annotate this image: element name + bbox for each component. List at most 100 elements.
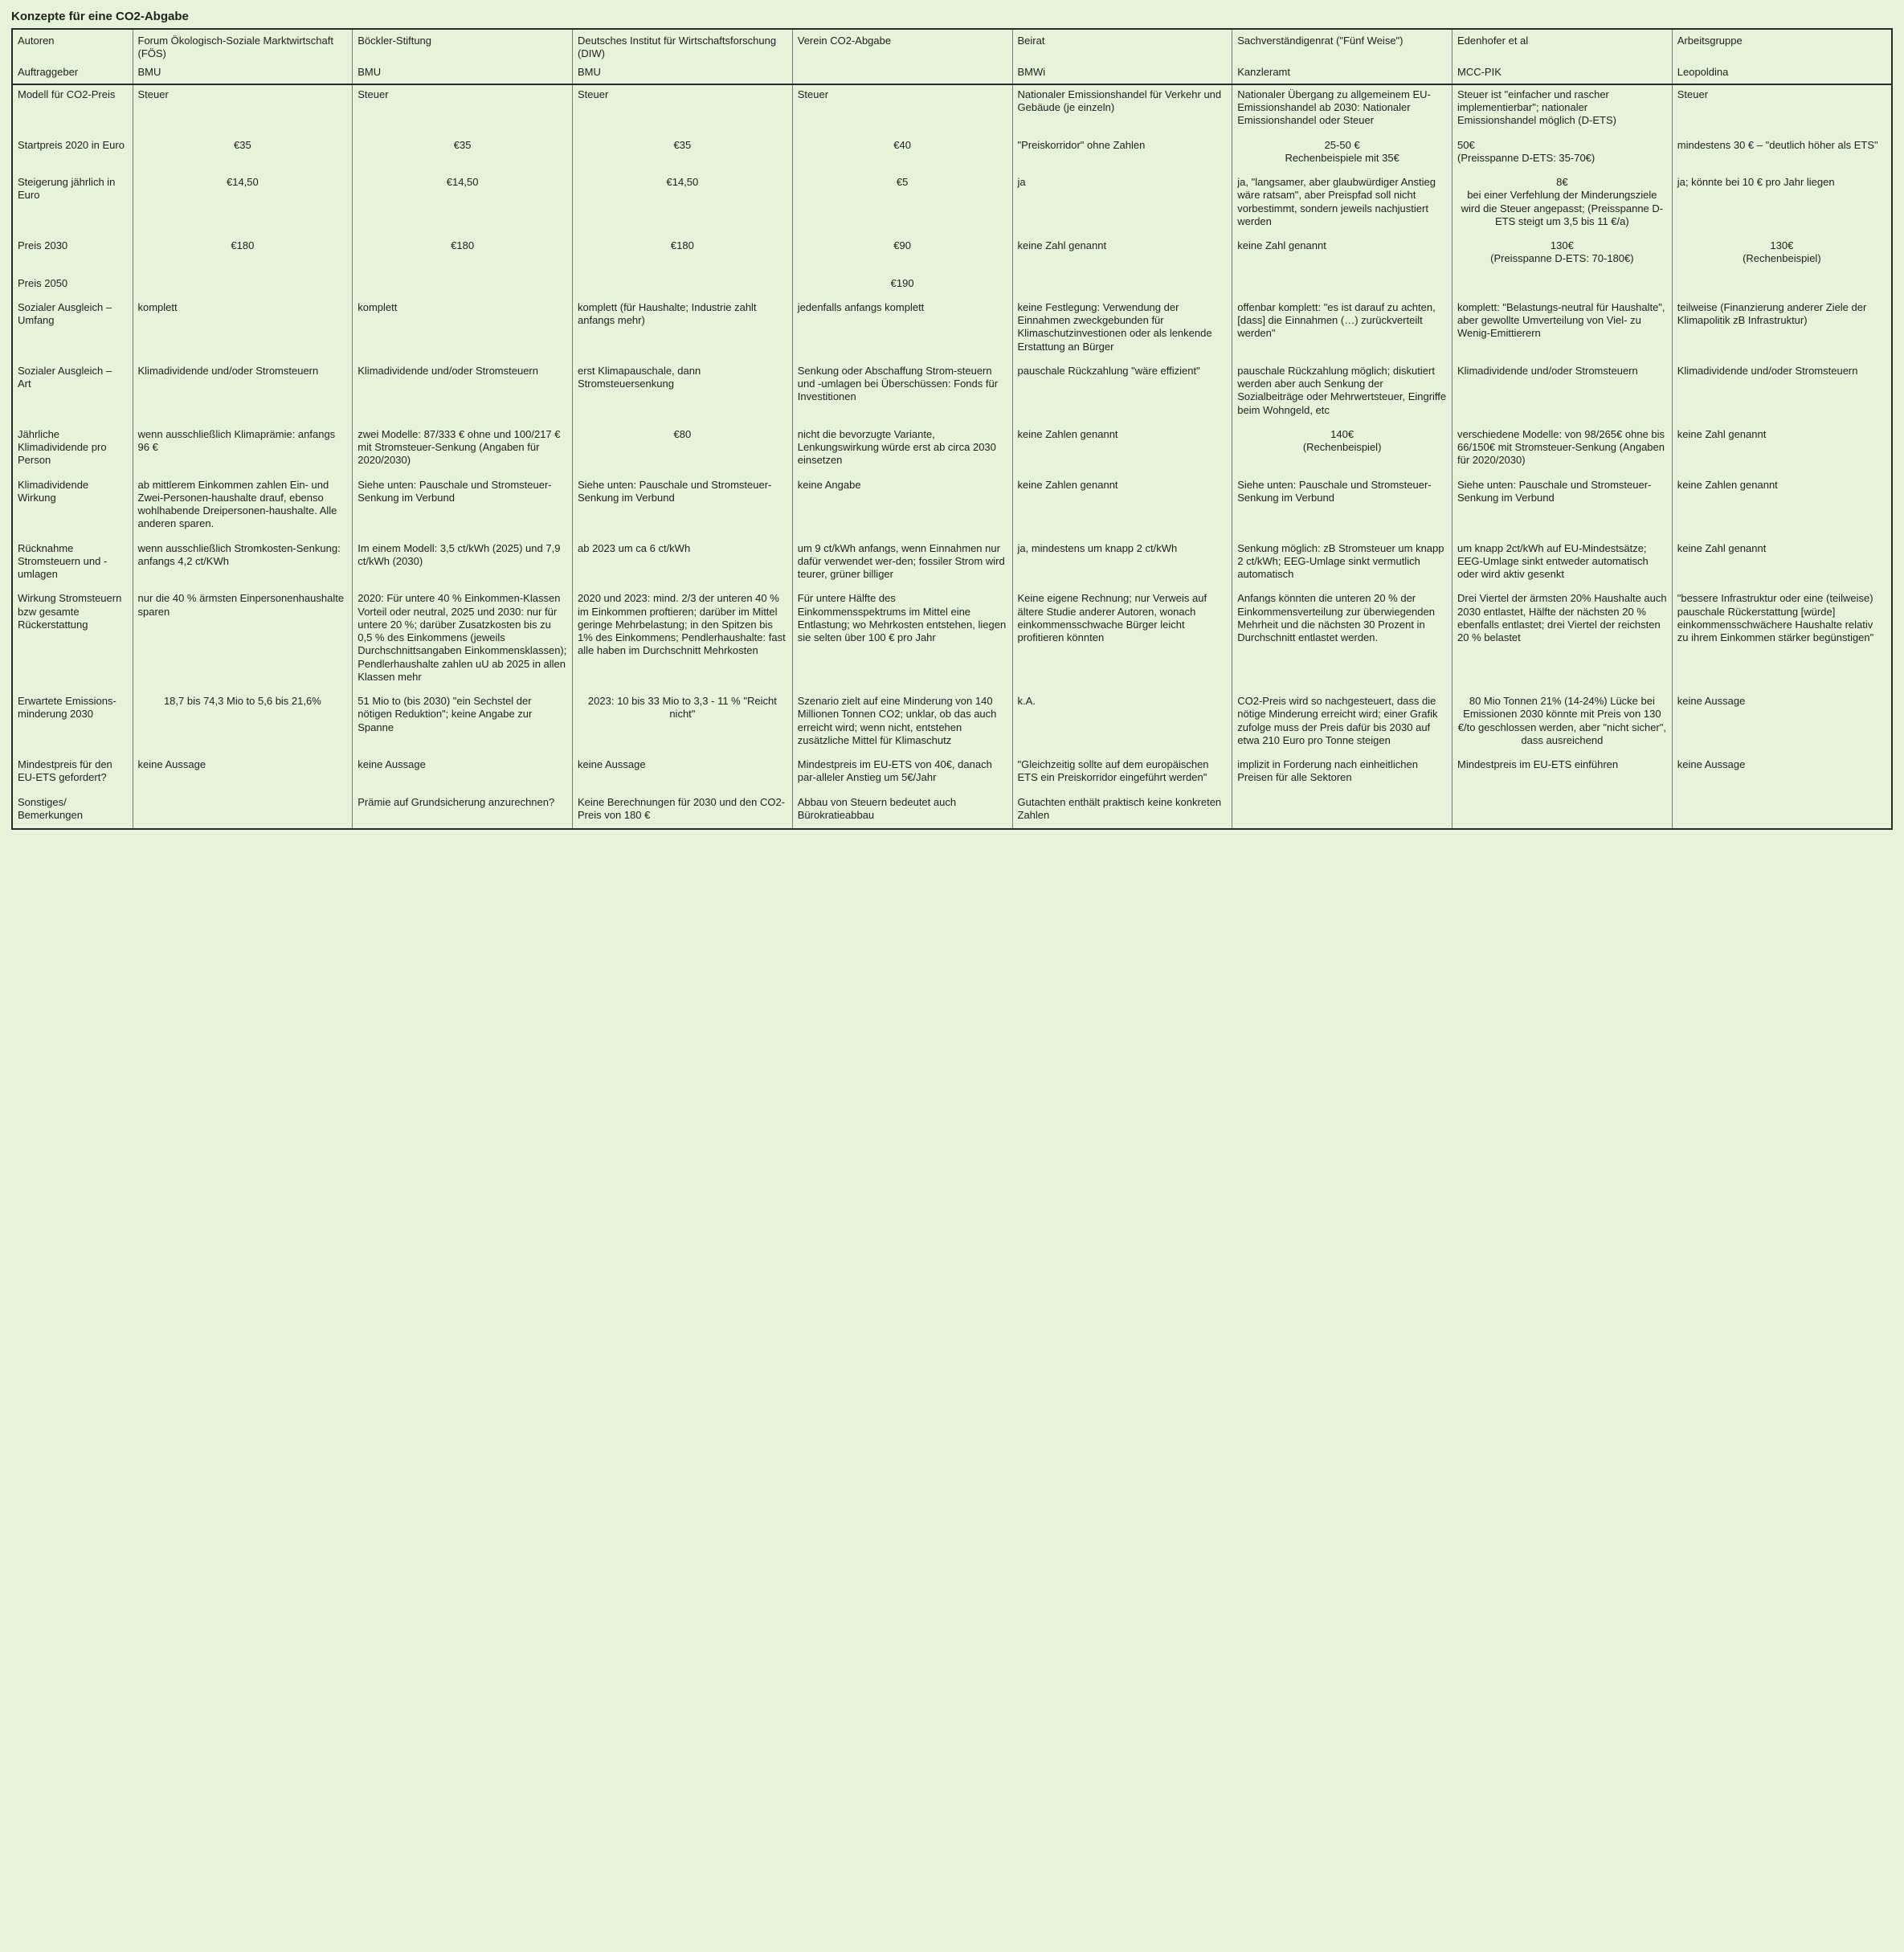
- table-cell: keine Aussage: [573, 755, 793, 793]
- table-cell: [133, 274, 353, 298]
- table-cell: Steuer: [353, 84, 573, 136]
- page-title: Konzepte für eine CO2-Abgabe: [11, 10, 1893, 23]
- table-cell: [1012, 274, 1232, 298]
- row-label: Steigerung jährlich in Euro: [12, 173, 133, 236]
- table-cell: keine Aussage: [133, 755, 353, 793]
- col-header-autor-4: Beirat: [1012, 29, 1232, 63]
- table-cell: Für untere Hälfte des Einkommensspektrum…: [792, 589, 1012, 692]
- table-cell: [1672, 793, 1892, 830]
- table-cell: pauschale Rückzahlung möglich; diskutier…: [1232, 361, 1453, 425]
- table-cell: komplett: "Belastungs-neutral für Hausha…: [1453, 298, 1673, 361]
- col-header-auftraggeber-3: [792, 63, 1012, 84]
- table-cell: keine Aussage: [353, 755, 573, 793]
- table-cell: erst Klimapauschale, dann Stromsteuersen…: [573, 361, 793, 425]
- col-header-autor-2: Deutsches Institut für Wirtschaftsforsch…: [573, 29, 793, 63]
- row-label: Preis 2050: [12, 274, 133, 298]
- table-cell: ja, mindestens um knapp 2 ct/kWh: [1012, 539, 1232, 590]
- table-cell: komplett: [133, 298, 353, 361]
- table-cell: Siehe unten: Pauschale und Stromsteuer-S…: [353, 476, 573, 539]
- table-cell: Gutachten enthält praktisch keine konkre…: [1012, 793, 1232, 830]
- table-cell: Senkung oder Abschaffung Strom-steuern u…: [792, 361, 1012, 425]
- col-header-autor-0: Forum Ökologisch-Soziale Marktwirtschaft…: [133, 29, 353, 63]
- table-cell: Klimadividende und/oder Stromsteuern: [133, 361, 353, 425]
- col-header-auftraggeber-5: Kanzleramt: [1232, 63, 1453, 84]
- table-cell: "Gleichzeitig sollte auf dem europäische…: [1012, 755, 1232, 793]
- row-label: Sozialer Ausgleich – Umfang: [12, 298, 133, 361]
- table-cell: [1672, 274, 1892, 298]
- table-cell: Nationaler Emissionshandel für Verkehr u…: [1012, 84, 1232, 136]
- table-cell: Nationaler Übergang zu allgemeinem EU-Em…: [1232, 84, 1453, 136]
- table-cell: keine Zahl genannt: [1232, 236, 1453, 274]
- table-cell: Szenario zielt auf eine Minderung von 14…: [792, 692, 1012, 755]
- table-cell: "bessere Infrastruktur oder eine (teilwe…: [1672, 589, 1892, 692]
- table-cell: Siehe unten: Pauschale und Stromsteuer-S…: [573, 476, 793, 539]
- table-cell: ab 2023 um ca 6 ct/kWh: [573, 539, 793, 590]
- col-header-auftraggeber-0: BMU: [133, 63, 353, 84]
- table-cell: 50€(Preisspanne D-ETS: 35-70€): [1453, 136, 1673, 174]
- table-cell: €5: [792, 173, 1012, 236]
- col-header-autor-3: Verein CO2-Abgabe: [792, 29, 1012, 63]
- row-label: Modell für CO2-Preis: [12, 84, 133, 136]
- table-cell: €190: [792, 274, 1012, 298]
- table-cell: keine Zahl genannt: [1012, 236, 1232, 274]
- table-cell: komplett (für Haushalte; Industrie zahlt…: [573, 298, 793, 361]
- row-label: Sozialer Ausgleich – Art: [12, 361, 133, 425]
- table-cell: €180: [573, 236, 793, 274]
- table-cell: 8€bei einer Verfehlung der Minderungszie…: [1453, 173, 1673, 236]
- table-cell: Im einem Modell: 3,5 ct/kWh (2025) und 7…: [353, 539, 573, 590]
- table-cell: 130€(Preisspanne D-ETS: 70-180€): [1453, 236, 1673, 274]
- table-cell: keine Zahl genannt: [1672, 539, 1892, 590]
- header-label-auftraggeber: Auftraggeber: [12, 63, 133, 84]
- row-label: Jährliche Klimadividende pro Person: [12, 425, 133, 476]
- table-cell: 2020: Für untere 40 % Einkommen-Klassen …: [353, 589, 573, 692]
- table-cell: Mindestpreis im EU-ETS einführen: [1453, 755, 1673, 793]
- col-header-autor-5: Sachverständigenrat ("Fünf Weise"): [1232, 29, 1453, 63]
- table-cell: €180: [353, 236, 573, 274]
- table-cell: wenn ausschließlich Stromkosten-Senkung:…: [133, 539, 353, 590]
- table-cell: 2020 und 2023: mind. 2/3 der unteren 40 …: [573, 589, 793, 692]
- table-cell: Keine eigene Rechnung; nur Verweis auf ä…: [1012, 589, 1232, 692]
- table-cell: keine Zahlen genannt: [1672, 476, 1892, 539]
- table-cell: €14,50: [353, 173, 573, 236]
- table-cell: €35: [353, 136, 573, 174]
- table-cell: [133, 793, 353, 830]
- table-cell: CO2-Preis wird so nachgesteuert, dass di…: [1232, 692, 1453, 755]
- table-cell: Klimadividende und/oder Stromsteuern: [1672, 361, 1892, 425]
- table-cell: 2023: 10 bis 33 Mio to 3,3 - 11 % "Reich…: [573, 692, 793, 755]
- col-header-auftraggeber-6: MCC-PIK: [1453, 63, 1673, 84]
- row-label: Preis 2030: [12, 236, 133, 274]
- table-cell: €40: [792, 136, 1012, 174]
- table-cell: €80: [573, 425, 793, 476]
- table-cell: ab mittlerem Einkommen zahlen Ein- und Z…: [133, 476, 353, 539]
- col-header-auftraggeber-2: BMU: [573, 63, 793, 84]
- table-cell: [1232, 793, 1453, 830]
- table-cell: [573, 274, 793, 298]
- table-cell: ja; könnte bei 10 € pro Jahr liegen: [1672, 173, 1892, 236]
- table-cell: Mindestpreis im EU-ETS von 40€, danach p…: [792, 755, 1012, 793]
- table-cell: Steuer: [133, 84, 353, 136]
- table-cell: 80 Mio Tonnen 21% (14-24%) Lücke bei Emi…: [1453, 692, 1673, 755]
- table-cell: Prämie auf Grundsicherung anzurechnen?: [353, 793, 573, 830]
- table-cell: k.A.: [1012, 692, 1232, 755]
- table-cell: pauschale Rückzahlung "wäre effizient": [1012, 361, 1232, 425]
- table-cell: keine Zahl genannt: [1672, 425, 1892, 476]
- table-cell: [1453, 793, 1673, 830]
- table-cell: implizit in Forderung nach einheitlichen…: [1232, 755, 1453, 793]
- table-cell: wenn ausschließlich Klimaprämie: anfangs…: [133, 425, 353, 476]
- row-label: Klimadividende Wirkung: [12, 476, 133, 539]
- row-label: Mindestpreis für den EU-ETS gefordert?: [12, 755, 133, 793]
- table-cell: keine Aussage: [1672, 692, 1892, 755]
- table-cell: Steuer: [1672, 84, 1892, 136]
- table-cell: keine Zahlen genannt: [1012, 476, 1232, 539]
- table-cell: Steuer ist "einfacher und rascher implem…: [1453, 84, 1673, 136]
- table-cell: €90: [792, 236, 1012, 274]
- table-cell: verschiedene Modelle: von 98/265€ ohne b…: [1453, 425, 1673, 476]
- table-cell: mindestens 30 € – "deutlich höher als ET…: [1672, 136, 1892, 174]
- table-cell: um 9 ct/kWh anfangs, wenn Einnahmen nur …: [792, 539, 1012, 590]
- table-cell: 25-50 €Rechenbeispiele mit 35€: [1232, 136, 1453, 174]
- table-cell: jedenfalls anfangs komplett: [792, 298, 1012, 361]
- col-header-auftraggeber-1: BMU: [353, 63, 573, 84]
- table-cell: Drei Viertel der ärmsten 20% Haushalte a…: [1453, 589, 1673, 692]
- table-cell: 51 Mio to (bis 2030) "ein Sechstel der n…: [353, 692, 573, 755]
- table-cell: €14,50: [133, 173, 353, 236]
